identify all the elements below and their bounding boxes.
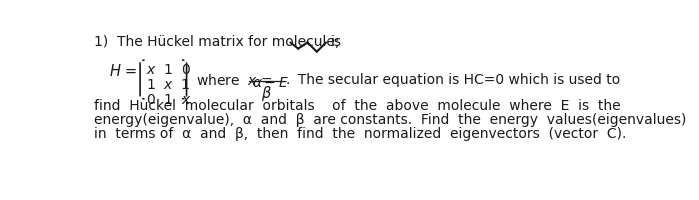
Text: 1)  The Hückel matrix for molecule;: 1) The Hückel matrix for molecule; [94, 35, 339, 49]
Text: 1  $x$  1: 1 $x$ 1 [146, 78, 191, 92]
Text: $\alpha - E$: $\alpha - E$ [252, 76, 289, 90]
Text: .: . [286, 73, 290, 87]
Text: $\beta$: $\beta$ [261, 84, 272, 103]
Text: energy(eigenvalue),  α  and  β  are constants.  Find  the  energy  values(eigenv: energy(eigenvalue), α and β are constant… [94, 113, 686, 127]
Text: $H$ =: $H$ = [109, 62, 137, 78]
Text: $x$  1  0: $x$ 1 0 [146, 62, 191, 76]
Text: is: is [331, 35, 342, 49]
Text: The secular equation is HC=0 which is used to: The secular equation is HC=0 which is us… [289, 73, 620, 87]
Text: find  Huckel  molecular  orbitals    of  the  above  molecule  where  E  is  the: find Huckel molecular orbitals of the ab… [94, 99, 620, 113]
Text: 0  1  $x$: 0 1 $x$ [146, 93, 192, 107]
Text: where  $x$ =: where $x$ = [196, 73, 273, 88]
Text: in  terms of  α  and  β,  then  find  the  normalized  eigenvectors  (vector  C): in terms of α and β, then find the norma… [94, 127, 626, 141]
